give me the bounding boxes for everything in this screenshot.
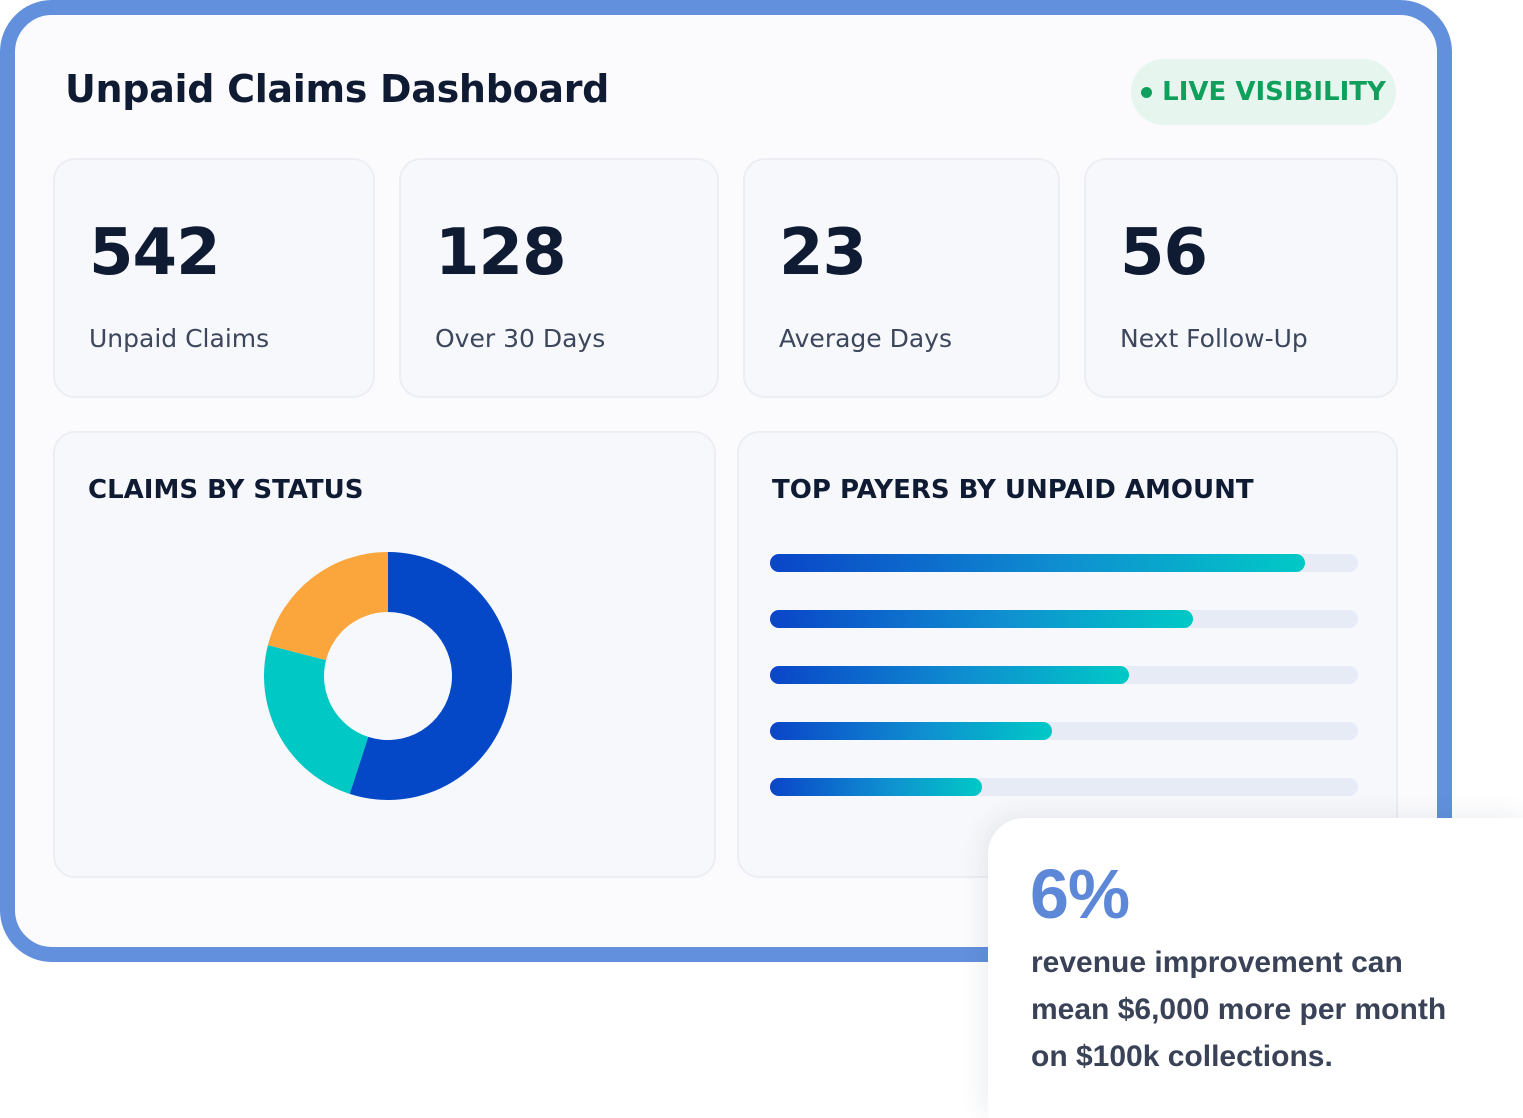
stat-value: 23: [779, 216, 867, 290]
dashboard-frame: Unpaid Claims Dashboard LIVE VISIBILITY …: [0, 0, 1452, 962]
payer-bar-3[interactable]: [770, 666, 1129, 684]
payer-bar-4[interactable]: [770, 722, 1053, 740]
live-visibility-label: LIVE VISIBILITY: [1162, 77, 1386, 107]
payer-bar-2[interactable]: [770, 610, 1194, 628]
callout-text-line: mean $6,000 more per month: [1031, 993, 1447, 1026]
live-visibility-badge: LIVE VISIBILITY: [1131, 59, 1396, 125]
page-title: Unpaid Claims Dashboard: [65, 67, 610, 111]
stat-value: 128: [435, 216, 567, 290]
claims-status-donut-chart: [264, 552, 513, 800]
payer-bar-track-3: [770, 666, 1358, 684]
claims-by-status-title: CLAIMS BY STATUS: [88, 475, 364, 505]
stat-label: Unpaid Claims: [89, 324, 270, 353]
stat-card-average-days[interactable]: 23 Average Days: [743, 158, 1060, 398]
callout-text-line: on $100k collections.: [1031, 1040, 1333, 1073]
status-dot-icon: [1141, 86, 1153, 98]
stat-label: Average Days: [779, 324, 952, 353]
payer-bar-track-2: [770, 610, 1358, 628]
payer-bar-1[interactable]: [770, 554, 1306, 572]
stat-value: 542: [89, 216, 221, 290]
payer-bar-track-5: [770, 778, 1358, 796]
payer-bar-5[interactable]: [770, 778, 982, 796]
claims-by-status-panel: CLAIMS BY STATUS: [53, 431, 716, 878]
stat-card-next-follow-up[interactable]: 56 Next Follow-Up: [1084, 158, 1398, 398]
payer-bar-track-4: [770, 722, 1358, 740]
stat-card-over-30-days[interactable]: 128 Over 30 Days: [399, 158, 719, 398]
donut-slice-1[interactable]: [349, 552, 513, 800]
stat-label: Over 30 Days: [435, 324, 606, 353]
donut-slice-2[interactable]: [264, 645, 369, 794]
donut-slice-3[interactable]: [267, 552, 388, 661]
callout-text-line: revenue improvement can: [1031, 946, 1403, 979]
payer-bar-track-1: [770, 554, 1358, 572]
stat-value: 56: [1120, 216, 1208, 290]
stat-label: Next Follow-Up: [1120, 324, 1308, 353]
revenue-callout-card: 6% revenue improvement can mean $6,000 m…: [988, 818, 1523, 1118]
callout-percentage: 6%: [1030, 855, 1130, 933]
stat-card-unpaid-claims[interactable]: 542 Unpaid Claims: [53, 158, 375, 398]
top-payers-title: TOP PAYERS BY UNPAID AMOUNT: [772, 475, 1254, 505]
top-payers-panel: TOP PAYERS BY UNPAID AMOUNT: [737, 431, 1398, 878]
